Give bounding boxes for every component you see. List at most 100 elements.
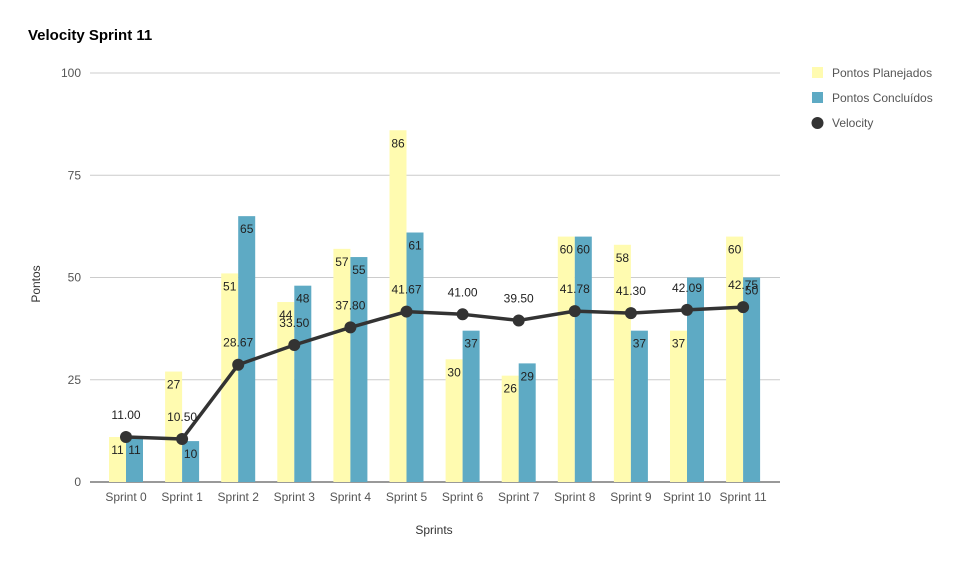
velocity-point	[624, 307, 637, 320]
velocity-point	[400, 305, 413, 318]
x-tick-label: Sprint 2	[218, 490, 260, 504]
bar	[406, 232, 424, 482]
bar	[389, 130, 407, 482]
bar-data-label: 11	[111, 443, 124, 457]
velocity-data-label: 37.80	[335, 298, 365, 312]
bar	[350, 257, 368, 482]
velocity-data-label: 39.50	[504, 291, 534, 305]
bar-data-label: 44	[279, 308, 293, 322]
x-tick-label: Sprint 11	[720, 490, 767, 504]
bar-data-label: 65	[240, 222, 254, 236]
velocity-point	[344, 321, 357, 334]
legend-label: Pontos Planejados	[832, 66, 932, 80]
bar-data-label: 60	[577, 243, 591, 257]
x-tick-label: Sprint 4	[330, 490, 372, 504]
velocity-data-label: 33.50	[279, 316, 309, 330]
bar-series	[109, 130, 761, 482]
grid-lines	[90, 72, 780, 483]
legend-label: Velocity	[832, 116, 873, 130]
bar	[333, 248, 351, 482]
bar-data-label: 26	[504, 382, 518, 396]
y-axis-title: Pontos	[29, 265, 43, 302]
bar-data-label: 58	[616, 251, 630, 265]
velocity-line	[125, 305, 744, 441]
bar-data-label: 37	[633, 337, 647, 351]
velocity-data-label: 41.00	[448, 285, 478, 299]
x-tick-label: Sprint 0	[105, 490, 147, 504]
velocity-point	[176, 433, 189, 446]
legend-swatch	[812, 67, 823, 78]
y-tick-label: 0	[74, 475, 81, 489]
bar	[726, 236, 744, 482]
bar-data-label: 86	[391, 136, 405, 150]
bar	[238, 216, 256, 482]
velocity-data-label: 42.09	[672, 281, 702, 295]
bar-data-label: 57	[335, 255, 349, 269]
velocity-data-label: 41.30	[616, 284, 646, 298]
bar-data-label: 55	[352, 263, 366, 277]
bar-data-label: 30	[447, 365, 461, 379]
bar-data-label: 60	[560, 243, 574, 257]
velocity-point	[456, 308, 469, 321]
y-tick-label: 50	[68, 271, 82, 285]
x-tick-label: Sprint 8	[554, 490, 596, 504]
velocity-point	[737, 301, 750, 314]
bar	[743, 277, 761, 482]
legend: Pontos Planejados Pontos Concluídos Veloci…	[811, 66, 933, 130]
velocity-point	[568, 305, 581, 318]
bar-data-label: 27	[167, 378, 181, 392]
x-tick-label: Sprint 3	[274, 490, 316, 504]
y-tick-label: 100	[61, 66, 81, 80]
bar	[518, 363, 536, 482]
bar	[574, 236, 592, 482]
y-tick-label: 75	[68, 168, 82, 182]
legend-label: Pontos Concluídos	[832, 91, 933, 105]
chart-title: Velocity Sprint 11	[28, 27, 153, 44]
velocity-point	[120, 431, 132, 444]
bar-data-label: 37	[672, 337, 686, 351]
velocity-point	[288, 338, 301, 351]
x-axis-title: Sprints	[415, 523, 452, 537]
velocity-data-label: 41.78	[560, 282, 590, 296]
velocity-data-label: 28.67	[223, 336, 253, 350]
bar-data-label: 48	[296, 292, 310, 306]
bar-data-label: 60	[728, 243, 742, 257]
bar	[501, 375, 519, 482]
bar	[557, 236, 575, 482]
bar	[165, 371, 183, 482]
x-tick-label: Sprint 9	[610, 490, 652, 504]
velocity-data-label: 42.75	[728, 278, 758, 292]
bar	[182, 441, 200, 482]
velocity-data-label: 41.67	[391, 283, 421, 297]
y-tick-label: 25	[68, 373, 82, 387]
bar-data-label: 37	[464, 337, 478, 351]
x-tick-label: Sprint 6	[442, 490, 484, 504]
velocity-point	[232, 358, 245, 371]
velocity-line-series	[120, 301, 750, 446]
velocity-point	[681, 303, 693, 316]
bar	[109, 437, 126, 482]
bar-data-label: 11	[128, 443, 141, 457]
bar	[445, 359, 463, 482]
bar-data-label: 51	[223, 279, 237, 293]
bar	[670, 330, 687, 482]
x-tick-label: Sprint 1	[161, 490, 203, 504]
legend-marker	[811, 117, 824, 129]
x-tick-label: Sprint 10	[663, 490, 711, 504]
velocity-data-label: 10.50	[167, 410, 197, 424]
x-tick-label: Sprint 5	[386, 490, 428, 504]
bar-data-label: 10	[184, 447, 198, 461]
axes: 0 25 50 75 100 Sprint 0 Sprint 1 Sprint 2 Sprint…	[29, 66, 767, 537]
x-tick-label: Sprint 7	[498, 490, 540, 504]
bar-data-label: 29	[521, 369, 535, 383]
bar	[613, 244, 631, 482]
velocity-point	[512, 314, 525, 327]
data-labels: 11 27 51 44 57 86 30 26 60 58 37 60 11 10 65 48 55 61 37 29…	[111, 136, 758, 461]
bar-data-label: 50	[745, 284, 759, 298]
bar	[630, 330, 648, 482]
bar	[462, 330, 480, 482]
bar	[687, 277, 704, 482]
bar-data-label: 61	[408, 239, 422, 253]
bar	[126, 437, 143, 482]
